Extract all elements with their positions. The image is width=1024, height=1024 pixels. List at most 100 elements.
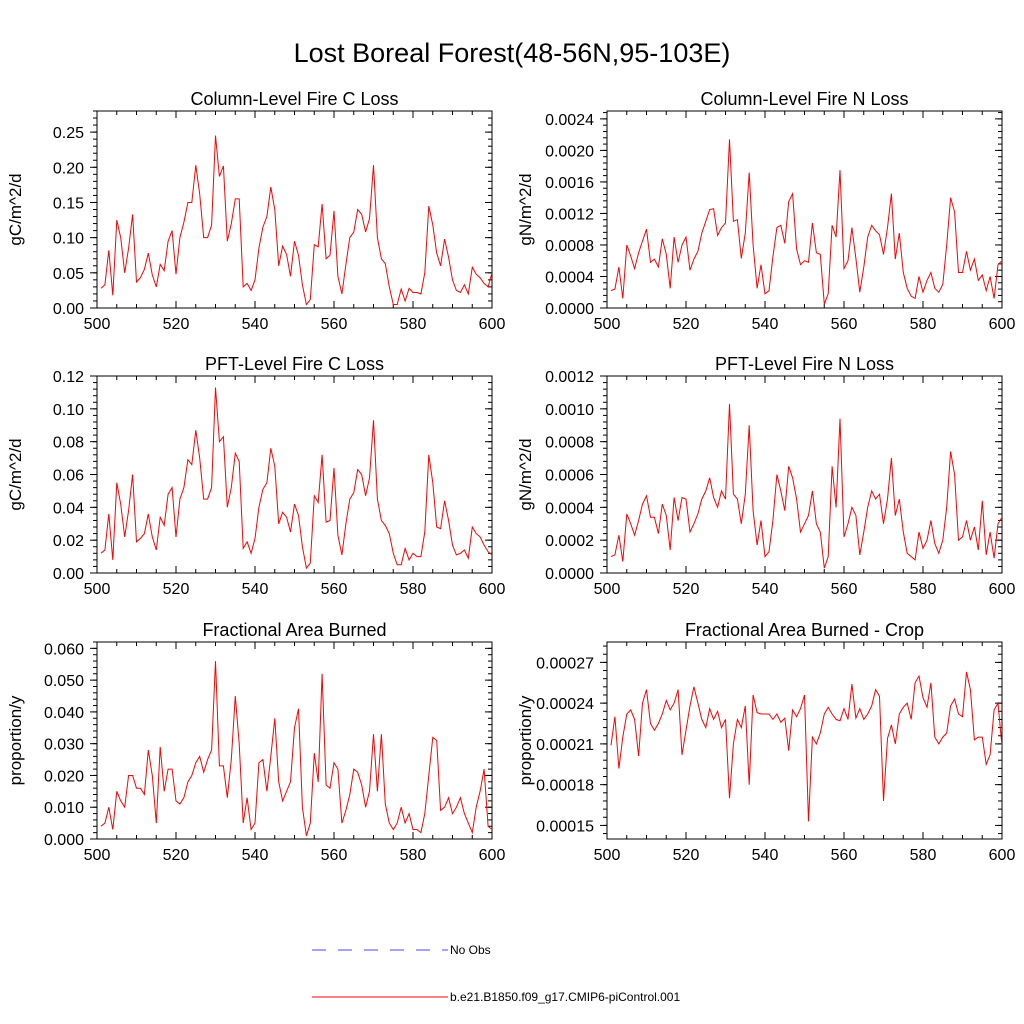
x-tick-label: 600 <box>989 847 1016 864</box>
x-tick-label: 520 <box>163 847 190 864</box>
panels: Column-Level Fire C Loss 500 520 540 560 580 6… <box>6 89 1015 864</box>
x-tick-label: 500 <box>84 847 111 864</box>
x-tick-label: 500 <box>594 316 621 333</box>
series-line <box>610 671 1002 822</box>
series-line <box>100 135 492 306</box>
y-tick-label: 0.000 <box>44 832 84 849</box>
x-tick-label: 560 <box>321 316 348 333</box>
y-tick-label: 0.0002 <box>545 533 594 550</box>
x-tick-label: 520 <box>673 847 700 864</box>
y-tick-label: 0.0000 <box>545 301 594 318</box>
y-axis-label: gC/m^2/d <box>6 438 25 510</box>
y-axis-label: gN/m^2/d <box>516 173 535 245</box>
x-tick-label: 580 <box>400 847 427 864</box>
chart-panel-2: Column-Level Fire N Loss 500 520 540 560 580 6… <box>516 89 1015 333</box>
x-tick-label: 500 <box>84 316 111 333</box>
y-tick-label: 0.020 <box>44 768 84 785</box>
chart-panel-6: Fractional Area Burned - Crop 500 520 540 56… <box>516 620 1015 864</box>
y-tick-label: 0.0020 <box>545 143 594 160</box>
y-tick-label: 0.0000 <box>545 566 594 583</box>
y-tick-label: 0.06 <box>53 468 84 485</box>
y-tick-label: 0.00018 <box>536 778 594 795</box>
chart-panel-4: PFT-Level Fire N Loss 500 520 540 560 580 600 0… <box>516 354 1015 598</box>
panel-title: Column-Level Fire N Loss <box>700 89 908 109</box>
axis-frame <box>606 641 1003 840</box>
x-tick-label: 520 <box>163 316 190 333</box>
x-tick-label: 520 <box>163 581 190 598</box>
panel-title: Fractional Area Burned - Crop <box>685 620 924 640</box>
axis-frame <box>606 110 1003 309</box>
x-tick-label: 600 <box>479 316 506 333</box>
x-tick-label: 540 <box>242 316 269 333</box>
chart-panel-3: PFT-Level Fire C Loss 500 520 540 560 580 600 0… <box>6 354 505 598</box>
x-tick-label: 580 <box>910 316 937 333</box>
y-tick-label: 0.060 <box>44 641 84 658</box>
x-tick-label: 500 <box>594 847 621 864</box>
y-tick-label: 0.25 <box>53 125 84 142</box>
axis-frame <box>96 375 493 574</box>
y-tick-label: 0.04 <box>53 500 84 517</box>
y-tick-label: 0.05 <box>53 266 84 283</box>
x-tick-label: 560 <box>831 847 858 864</box>
y-tick-label: 0.0004 <box>545 500 594 517</box>
y-tick-label: 0.10 <box>53 231 84 248</box>
y-tick-label: 0.20 <box>53 160 84 177</box>
y-tick-label: 0.0006 <box>545 468 594 485</box>
series-line <box>100 661 492 836</box>
legend-model-label: b.e21.B1850.f09_g17.CMIP6-piControl.001 <box>450 990 680 1004</box>
x-tick-label: 600 <box>479 581 506 598</box>
axis-frame <box>96 110 493 309</box>
y-tick-label: 0.0008 <box>545 238 594 255</box>
x-tick-label: 580 <box>910 847 937 864</box>
y-tick-label: 0.050 <box>44 673 84 690</box>
y-tick-label: 0.010 <box>44 800 84 817</box>
y-tick-label: 0.00027 <box>536 655 594 672</box>
y-axis-label: gC/m^2/d <box>6 173 25 245</box>
y-tick-label: 0.0004 <box>545 269 594 286</box>
chart-panel-1: Column-Level Fire C Loss 500 520 540 560 580 6… <box>6 89 505 333</box>
x-tick-label: 560 <box>831 581 858 598</box>
x-tick-label: 540 <box>752 581 779 598</box>
y-tick-label: 0.10 <box>53 402 84 419</box>
x-tick-label: 540 <box>752 316 779 333</box>
y-tick-label: 0.02 <box>53 533 84 550</box>
axis-frame <box>606 375 1003 574</box>
series-line <box>610 139 1002 305</box>
x-tick-label: 560 <box>321 847 348 864</box>
y-tick-label: 0.15 <box>53 195 84 212</box>
y-tick-label: 0.00 <box>53 566 84 583</box>
x-tick-label: 540 <box>242 847 269 864</box>
y-axis-label: gN/m^2/d <box>516 438 535 510</box>
x-tick-label: 560 <box>831 316 858 333</box>
y-tick-label: 0.0016 <box>545 175 594 192</box>
legend-no-obs-label: No Obs <box>450 943 491 957</box>
panel-title: Column-Level Fire C Loss <box>190 89 398 109</box>
y-axis-label: proportion/y <box>516 695 535 785</box>
panel-title: PFT-Level Fire C Loss <box>205 354 384 374</box>
series-line <box>610 403 1002 569</box>
legend: No Obs b.e21.B1850.f09_g17.CMIP6-piContr… <box>312 943 680 1004</box>
x-tick-label: 580 <box>400 316 427 333</box>
x-tick-label: 580 <box>400 581 427 598</box>
panel-title: Fractional Area Burned <box>202 620 386 640</box>
panel-title: PFT-Level Fire N Loss <box>715 354 894 374</box>
y-tick-label: 0.00015 <box>536 818 594 835</box>
y-tick-label: 0.0012 <box>545 369 594 386</box>
x-tick-label: 500 <box>594 581 621 598</box>
series-line <box>100 387 492 570</box>
y-tick-label: 0.0010 <box>545 402 594 419</box>
x-tick-label: 600 <box>479 847 506 864</box>
y-tick-label: 0.00 <box>53 301 84 318</box>
x-tick-label: 520 <box>673 316 700 333</box>
x-tick-label: 600 <box>989 581 1016 598</box>
y-tick-label: 0.00021 <box>536 737 594 754</box>
x-tick-label: 520 <box>673 581 700 598</box>
x-tick-label: 540 <box>242 581 269 598</box>
y-tick-label: 0.12 <box>53 369 84 386</box>
x-tick-label: 580 <box>910 581 937 598</box>
y-tick-label: 0.040 <box>44 705 84 722</box>
x-tick-label: 600 <box>989 316 1016 333</box>
y-tick-label: 0.00024 <box>536 696 594 713</box>
y-tick-label: 0.08 <box>53 435 84 452</box>
